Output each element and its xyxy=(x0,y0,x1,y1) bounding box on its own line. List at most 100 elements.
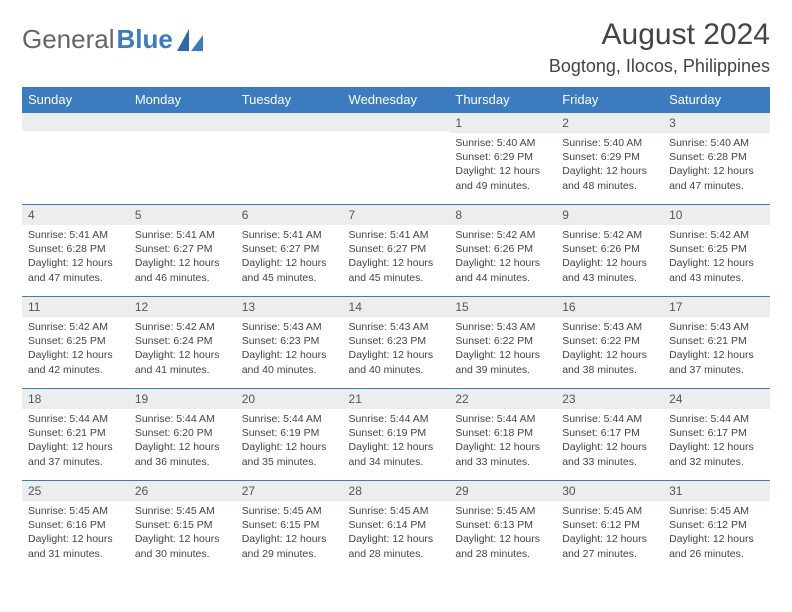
day-number: 1 xyxy=(449,113,556,133)
calendar-cell: 16Sunrise: 5:43 AMSunset: 6:22 PMDayligh… xyxy=(556,297,663,389)
sunset-text: Sunset: 6:26 PM xyxy=(562,242,657,256)
calendar-cell: 26Sunrise: 5:45 AMSunset: 6:15 PMDayligh… xyxy=(129,481,236,573)
day-number: 4 xyxy=(22,205,129,225)
cell-details: Sunrise: 5:44 AMSunset: 6:17 PMDaylight:… xyxy=(556,409,663,473)
sunrise-text: Sunrise: 5:40 AM xyxy=(455,136,550,150)
calendar-cell xyxy=(22,113,129,205)
weekday-header: Monday xyxy=(129,87,236,113)
day-number: 3 xyxy=(663,113,770,133)
day-number: 11 xyxy=(22,297,129,317)
day-number: 29 xyxy=(449,481,556,501)
cell-details: Sunrise: 5:41 AMSunset: 6:27 PMDaylight:… xyxy=(343,225,450,289)
daylight-text: Daylight: 12 hours and 28 minutes. xyxy=(455,532,550,560)
sunset-text: Sunset: 6:17 PM xyxy=(562,426,657,440)
sunrise-text: Sunrise: 5:43 AM xyxy=(242,320,337,334)
sail-icon xyxy=(177,29,203,51)
sunset-text: Sunset: 6:28 PM xyxy=(28,242,123,256)
calendar-cell: 14Sunrise: 5:43 AMSunset: 6:23 PMDayligh… xyxy=(343,297,450,389)
day-number: 30 xyxy=(556,481,663,501)
sunset-text: Sunset: 6:25 PM xyxy=(28,334,123,348)
daylight-text: Daylight: 12 hours and 44 minutes. xyxy=(455,256,550,284)
daylight-text: Daylight: 12 hours and 45 minutes. xyxy=(242,256,337,284)
sunrise-text: Sunrise: 5:45 AM xyxy=(242,504,337,518)
cell-details: Sunrise: 5:43 AMSunset: 6:22 PMDaylight:… xyxy=(556,317,663,381)
calendar-cell: 24Sunrise: 5:44 AMSunset: 6:17 PMDayligh… xyxy=(663,389,770,481)
cell-details: Sunrise: 5:44 AMSunset: 6:17 PMDaylight:… xyxy=(663,409,770,473)
cell-details: Sunrise: 5:43 AMSunset: 6:21 PMDaylight:… xyxy=(663,317,770,381)
brand-part1: General xyxy=(22,24,115,55)
calendar-cell: 30Sunrise: 5:45 AMSunset: 6:12 PMDayligh… xyxy=(556,481,663,573)
sunrise-text: Sunrise: 5:42 AM xyxy=(562,228,657,242)
day-number: 26 xyxy=(129,481,236,501)
sunrise-text: Sunrise: 5:42 AM xyxy=(455,228,550,242)
sunset-text: Sunset: 6:27 PM xyxy=(135,242,230,256)
daylight-text: Daylight: 12 hours and 36 minutes. xyxy=(135,440,230,468)
day-number: 25 xyxy=(22,481,129,501)
day-number: 23 xyxy=(556,389,663,409)
weekday-header: Saturday xyxy=(663,87,770,113)
daylight-text: Daylight: 12 hours and 31 minutes. xyxy=(28,532,123,560)
day-number: 24 xyxy=(663,389,770,409)
header-row: General Blue August 2024 Bogtong, Ilocos… xyxy=(22,18,770,77)
sunrise-text: Sunrise: 5:41 AM xyxy=(349,228,444,242)
calendar-cell: 31Sunrise: 5:45 AMSunset: 6:12 PMDayligh… xyxy=(663,481,770,573)
calendar-cell: 29Sunrise: 5:45 AMSunset: 6:13 PMDayligh… xyxy=(449,481,556,573)
sunrise-text: Sunrise: 5:44 AM xyxy=(349,412,444,426)
day-number: 14 xyxy=(343,297,450,317)
cell-details: Sunrise: 5:41 AMSunset: 6:27 PMDaylight:… xyxy=(129,225,236,289)
daylight-text: Daylight: 12 hours and 39 minutes. xyxy=(455,348,550,376)
cell-details: Sunrise: 5:43 AMSunset: 6:23 PMDaylight:… xyxy=(236,317,343,381)
calendar-week-row: 11Sunrise: 5:42 AMSunset: 6:25 PMDayligh… xyxy=(22,297,770,389)
calendar-cell: 15Sunrise: 5:43 AMSunset: 6:22 PMDayligh… xyxy=(449,297,556,389)
calendar-cell: 5Sunrise: 5:41 AMSunset: 6:27 PMDaylight… xyxy=(129,205,236,297)
day-number xyxy=(236,113,343,131)
sunrise-text: Sunrise: 5:44 AM xyxy=(669,412,764,426)
calendar-cell xyxy=(236,113,343,205)
sunset-text: Sunset: 6:17 PM xyxy=(669,426,764,440)
sunset-text: Sunset: 6:22 PM xyxy=(562,334,657,348)
day-number: 6 xyxy=(236,205,343,225)
day-number: 22 xyxy=(449,389,556,409)
calendar-cell: 17Sunrise: 5:43 AMSunset: 6:21 PMDayligh… xyxy=(663,297,770,389)
sunrise-text: Sunrise: 5:41 AM xyxy=(242,228,337,242)
day-number: 19 xyxy=(129,389,236,409)
day-number: 16 xyxy=(556,297,663,317)
cell-details: Sunrise: 5:42 AMSunset: 6:24 PMDaylight:… xyxy=(129,317,236,381)
title-block: August 2024 Bogtong, Ilocos, Philippines xyxy=(549,18,770,77)
day-number: 18 xyxy=(22,389,129,409)
cell-details: Sunrise: 5:45 AMSunset: 6:14 PMDaylight:… xyxy=(343,501,450,565)
sunset-text: Sunset: 6:27 PM xyxy=(242,242,337,256)
calendar-cell: 20Sunrise: 5:44 AMSunset: 6:19 PMDayligh… xyxy=(236,389,343,481)
month-title: August 2024 xyxy=(549,18,770,52)
sunrise-text: Sunrise: 5:45 AM xyxy=(349,504,444,518)
sunrise-text: Sunrise: 5:45 AM xyxy=(455,504,550,518)
cell-details: Sunrise: 5:41 AMSunset: 6:27 PMDaylight:… xyxy=(236,225,343,289)
day-number: 31 xyxy=(663,481,770,501)
daylight-text: Daylight: 12 hours and 43 minutes. xyxy=(562,256,657,284)
sunrise-text: Sunrise: 5:42 AM xyxy=(669,228,764,242)
cell-details: Sunrise: 5:44 AMSunset: 6:21 PMDaylight:… xyxy=(22,409,129,473)
day-number: 2 xyxy=(556,113,663,133)
daylight-text: Daylight: 12 hours and 45 minutes. xyxy=(349,256,444,284)
sunset-text: Sunset: 6:22 PM xyxy=(455,334,550,348)
sunrise-text: Sunrise: 5:41 AM xyxy=(135,228,230,242)
cell-details: Sunrise: 5:45 AMSunset: 6:16 PMDaylight:… xyxy=(22,501,129,565)
daylight-text: Daylight: 12 hours and 29 minutes. xyxy=(242,532,337,560)
sunset-text: Sunset: 6:21 PM xyxy=(28,426,123,440)
weekday-header: Friday xyxy=(556,87,663,113)
cell-details: Sunrise: 5:42 AMSunset: 6:25 PMDaylight:… xyxy=(22,317,129,381)
sunset-text: Sunset: 6:26 PM xyxy=(455,242,550,256)
calendar-cell: 9Sunrise: 5:42 AMSunset: 6:26 PMDaylight… xyxy=(556,205,663,297)
sunset-text: Sunset: 6:25 PM xyxy=(669,242,764,256)
cell-details: Sunrise: 5:43 AMSunset: 6:22 PMDaylight:… xyxy=(449,317,556,381)
calendar-cell: 18Sunrise: 5:44 AMSunset: 6:21 PMDayligh… xyxy=(22,389,129,481)
daylight-text: Daylight: 12 hours and 48 minutes. xyxy=(562,164,657,192)
daylight-text: Daylight: 12 hours and 28 minutes. xyxy=(349,532,444,560)
day-number: 20 xyxy=(236,389,343,409)
day-number: 8 xyxy=(449,205,556,225)
cell-details: Sunrise: 5:44 AMSunset: 6:19 PMDaylight:… xyxy=(236,409,343,473)
sunset-text: Sunset: 6:12 PM xyxy=(562,518,657,532)
brand-logo: General Blue xyxy=(22,24,203,55)
calendar-week-row: 25Sunrise: 5:45 AMSunset: 6:16 PMDayligh… xyxy=(22,481,770,573)
calendar-cell: 27Sunrise: 5:45 AMSunset: 6:15 PMDayligh… xyxy=(236,481,343,573)
